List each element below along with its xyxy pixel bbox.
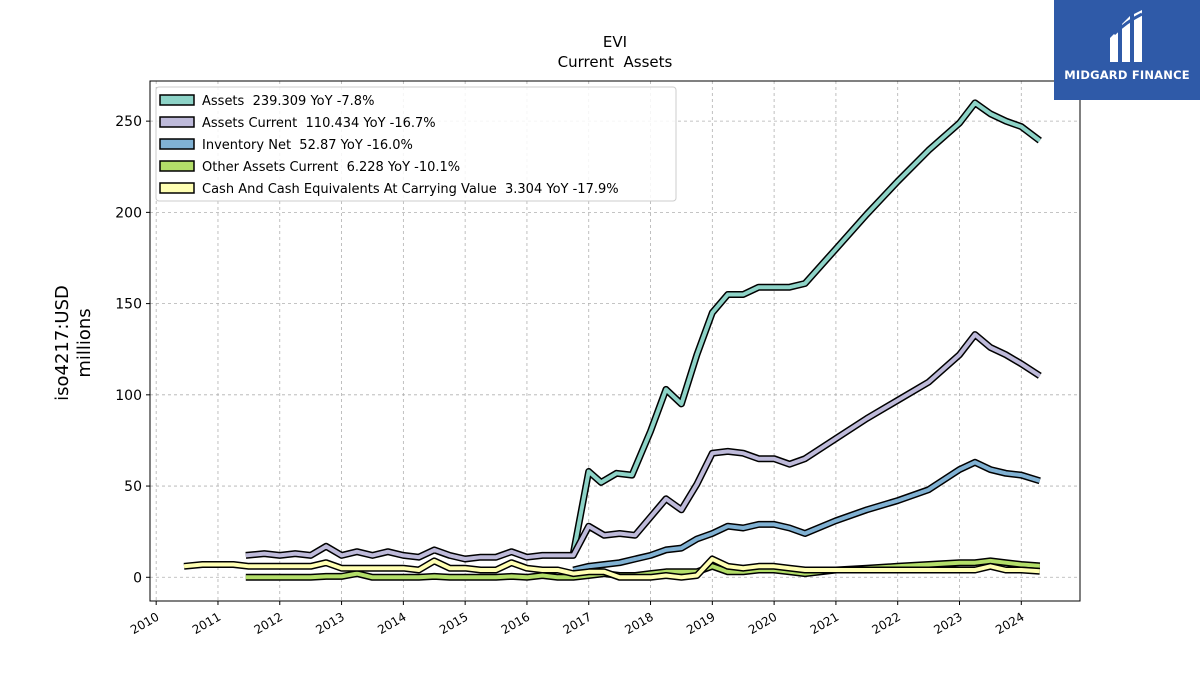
series-lines [183,99,1042,581]
series-0 [569,99,1042,555]
legend-swatch [159,94,195,106]
chart-title: EVI [603,33,627,51]
x-tick-label: 2013 [313,610,346,637]
legend: Assets 239.309 YoY -7.8% Assets Current 1… [155,86,677,202]
x-tick-label: 2016 [499,610,532,637]
legend-swatch [159,160,195,172]
x-tick-label: 2024 [993,610,1026,637]
series-4 [183,555,1041,581]
series-line-outline [572,458,1041,574]
legend-item: Assets Current 110.434 YoY -16.7% [159,116,436,131]
series-line [183,557,1040,580]
legend-label: Cash And Cash Equivalents At Carrying Va… [202,182,619,197]
series-line [571,100,1042,554]
x-tick-label: 2022 [870,610,903,637]
legend-item: Assets 239.309 YoY -7.8% [159,94,374,109]
y-tick-label: 100 [115,388,142,404]
series-2 [572,458,1041,574]
series-line [572,460,1041,572]
x-tick-label: 2020 [746,610,779,637]
legend-label: Assets 239.309 YoY -7.8% [202,94,374,109]
x-tick-label: 2010 [128,610,161,637]
x-tick-label: 2019 [684,610,717,637]
chart-subtitle: Current Assets [558,53,673,71]
y-axis-label: iso4217:USD [52,285,73,401]
legend-swatch [159,116,195,128]
y-tick-label: 0 [133,570,142,586]
plot-area-frame [149,80,1081,602]
legend-item: Other Assets Current 6.228 YoY -10.1% [159,160,460,175]
legend-item: Cash And Cash Equivalents At Carrying Va… [159,182,619,197]
legend-swatch [159,182,195,194]
legend-label: Other Assets Current 6.228 YoY -10.1% [202,160,460,175]
legend-label: Inventory Net 52.87 YoY -16.0% [202,138,413,153]
y-axis-unit-label: millions [74,308,95,377]
y-tick-label: 150 [115,297,142,313]
y-tick-label: 50 [124,479,142,495]
x-tick-label: 2018 [622,610,655,637]
x-tick-label: 2015 [437,610,470,637]
legend-box [155,86,677,202]
series-line [245,332,1041,561]
legend-label: Assets Current 110.434 YoY -16.7% [202,116,436,131]
y-tick-label: 250 [115,114,142,130]
series-1 [245,331,1042,563]
y-tick-label: 200 [115,205,142,221]
x-tick-label: 2012 [252,610,285,637]
x-tick-label: 2017 [561,610,594,637]
legend-item: Inventory Net 52.87 YoY -16.0% [159,138,413,153]
brand-logo: MIDGARD FINANCE [1054,0,1200,100]
brand-name: MIDGARD FINANCE [1064,68,1190,82]
x-tick-label: 2021 [808,610,841,637]
midgard-logo-icon [1110,10,1143,62]
x-tick-label: 2011 [190,610,223,637]
x-tick-label: 2023 [931,610,964,637]
x-tick-label: 2014 [375,610,408,637]
legend-swatch [159,138,195,150]
